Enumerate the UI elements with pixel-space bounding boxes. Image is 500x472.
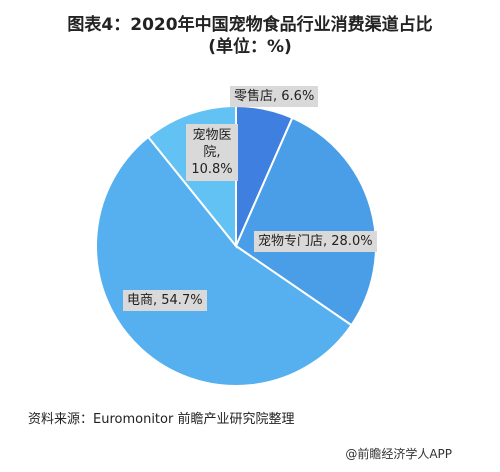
slice-label-pet-hospital-line2: 院, (203, 145, 221, 160)
pie-slice-2 (95, 135, 353, 387)
chart-title-line1: 图表4：2020年中国宠物食品行业消费渠道占比 (67, 15, 433, 35)
chart-title-line2: (单位：%) (208, 37, 292, 57)
brand-watermark: @前瞻经济学人APP (345, 447, 452, 461)
slice-label-ecommerce: 电商, 54.7% (123, 290, 207, 311)
slice-label-retail: 零售店, 6.6% (230, 86, 319, 107)
chart-title: 图表4：2020年中国宠物食品行业消费渠道占比 (单位：%) (0, 14, 500, 58)
pie-slice-1 (234, 116, 377, 327)
source-note: 资料来源：Euromonitor 前瞻产业研究院整理 (28, 412, 295, 427)
slice-label-pet-store: 宠物专门店, 28.0% (254, 231, 377, 252)
slice-label-pet-hospital-line1: 宠物医 (192, 128, 232, 143)
slice-label-pet-hospital: 宠物医 院, 10.8% (186, 124, 238, 181)
slice-label-pet-hospital-line3: 10.8% (191, 162, 233, 177)
